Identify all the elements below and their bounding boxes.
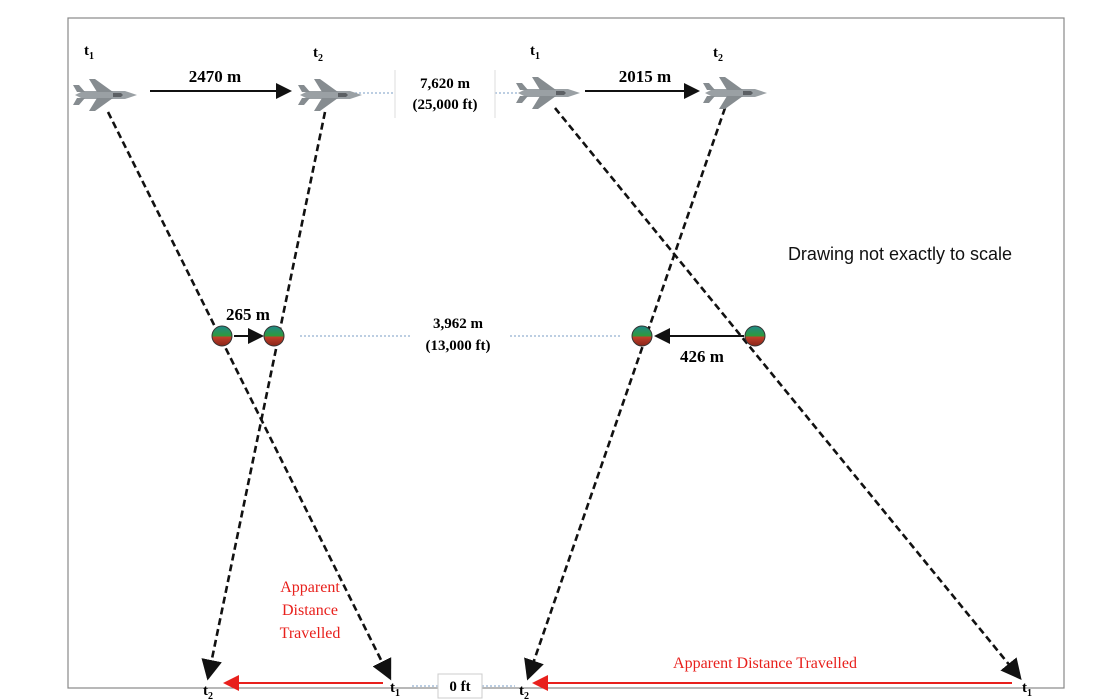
time-sub: 1 <box>395 688 400 699</box>
sight-line <box>201 111 327 681</box>
time-sub: 2 <box>208 691 213 700</box>
plane <box>703 77 767 109</box>
time-base: t <box>390 680 395 696</box>
time-label: t1 <box>1022 680 1032 699</box>
apparent-label: Travelled <box>280 625 341 642</box>
sight-line <box>553 107 1022 681</box>
note: Drawing not exactly to scale <box>788 244 1012 264</box>
apparent-label: Apparent Distance Travelled <box>673 655 857 672</box>
altitude-label: (13,000 ft) <box>426 338 491 354</box>
time-base: t <box>203 683 208 699</box>
time-sub: 2 <box>718 53 723 64</box>
plane <box>298 79 362 111</box>
time-label: t2 <box>203 683 213 700</box>
plane <box>516 77 580 109</box>
distance-label: 2015 m <box>619 67 671 86</box>
time-base: t <box>84 43 89 59</box>
time-label: t1 <box>84 43 94 62</box>
time-base: t <box>313 45 318 61</box>
altitude-label: 7,620 m <box>420 76 471 92</box>
time-sub: 2 <box>524 691 529 700</box>
altitude-label: 3,962 m <box>433 316 484 332</box>
time-sub: 1 <box>89 51 94 62</box>
time-sub: 1 <box>535 51 540 62</box>
distance-label: 265 m <box>226 305 270 324</box>
altitude-label: (25,000 ft) <box>413 97 478 113</box>
time-base: t <box>1022 680 1027 696</box>
time-label: t2 <box>713 45 723 64</box>
apparent-label: Distance <box>282 602 338 619</box>
plane <box>73 79 137 111</box>
time-label: t2 <box>519 683 529 700</box>
time-label: t2 <box>313 45 323 64</box>
time-base: t <box>713 45 718 61</box>
label-box <box>437 673 483 699</box>
distance-label: 426 m <box>680 347 724 366</box>
object <box>744 325 766 347</box>
time-sub: 1 <box>1027 688 1032 699</box>
object <box>211 325 233 347</box>
time-label: t1 <box>390 680 400 699</box>
sight-line <box>106 111 392 681</box>
time-base: t <box>519 683 524 699</box>
distance-label: 2470 m <box>189 67 241 86</box>
sight-line <box>524 107 727 681</box>
object <box>263 325 285 347</box>
time-sub: 2 <box>318 53 323 64</box>
altitude-label: 0 ft <box>449 679 470 695</box>
time-label: t1 <box>530 43 540 62</box>
frame <box>67 17 1065 689</box>
object <box>631 325 653 347</box>
time-base: t <box>530 43 535 59</box>
apparent-label: Apparent <box>280 579 340 596</box>
